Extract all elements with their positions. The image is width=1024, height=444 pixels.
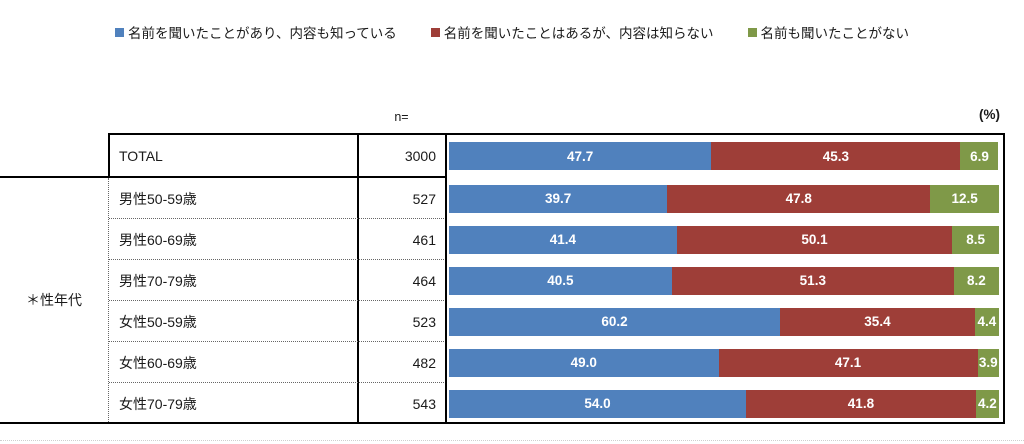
- group-column-divider: [108, 178, 109, 422]
- row-n-value: 482: [412, 354, 436, 371]
- table-row: 男性60-69歳 461 41.4 50.1 8.5: [0, 219, 1005, 260]
- row-n-value: 543: [412, 395, 436, 412]
- legend-swatch-know-icon: [114, 27, 124, 37]
- n-column-header: n=: [394, 110, 409, 124]
- row-label: TOTAL: [119, 148, 163, 164]
- row-divider: [109, 341, 446, 342]
- row-label: 男性50-59歳: [119, 190, 197, 207]
- total-row-left-border: [108, 133, 110, 178]
- bar-track: 60.2 35.4 4.4: [449, 307, 999, 336]
- row-n-value: 464: [412, 272, 436, 289]
- n-column-divider: [357, 133, 359, 422]
- legend-label-know: 名前を聞いたことがあり、内容も知っている: [127, 26, 397, 41]
- page-edge-divider: [0, 440, 1024, 441]
- legend-swatch-never-heard-icon: [747, 27, 757, 37]
- percent-unit-label: (%): [979, 107, 1000, 122]
- legend-item-heard-only: 名前を聞いたことはあるが、内容は知らない: [430, 22, 714, 42]
- row-label: 女性50-59歳: [119, 313, 197, 330]
- row-divider: [109, 382, 446, 383]
- row-divider: [109, 218, 446, 219]
- row-n-value: 523: [412, 313, 436, 330]
- bar-segment-know: 40.5: [449, 266, 672, 295]
- bar-segment-know: 54.0: [449, 389, 746, 418]
- table-row: 男性70-79歳 464 40.5 51.3 8.2: [0, 260, 1005, 301]
- bar-segment-heard-only: 47.1: [718, 348, 978, 377]
- table-bottom-border: [0, 422, 1005, 424]
- bar-segment-never-heard: 8.2: [953, 266, 999, 295]
- bar-segment-know: 47.7: [449, 142, 712, 170]
- row-label: 男性60-69歳: [119, 231, 197, 248]
- table-row: 男性50-59歳 527 39.7 47.8 12.5: [0, 178, 1005, 219]
- table-row: 女性50-59歳 523 60.2 35.4 4.4: [0, 301, 1005, 342]
- bar-segment-know: 41.4: [449, 225, 677, 254]
- table-row: 女性70-79歳 543 54.0 41.8 4.2: [0, 383, 1005, 424]
- row-label: 男性70-79歳: [119, 272, 197, 289]
- legend: 名前を聞いたことがあり、内容も知っている 名前を聞いたことはあるが、内容は知らな…: [0, 22, 1024, 42]
- bar-segment-know: 49.0: [449, 348, 719, 377]
- bar-segment-never-heard: 6.9: [960, 142, 999, 170]
- row-label: 女性70-79歳: [119, 395, 197, 412]
- bar-track: 41.4 50.1 8.5: [449, 225, 999, 254]
- legend-label-never-heard: 名前も聞いたことがない: [760, 26, 910, 41]
- bar-segment-heard-only: 45.3: [711, 142, 961, 170]
- bar-segment-heard-only: 50.1: [676, 225, 953, 254]
- bar-segment-heard-only: 41.8: [746, 389, 976, 418]
- group-label-cell: ＊性年代: [26, 292, 82, 308]
- bar-segment-never-heard: 3.9: [977, 348, 999, 377]
- bar-segment-heard-only: 51.3: [671, 266, 954, 295]
- bar-segment-know: 60.2: [449, 307, 781, 336]
- row-divider: [109, 259, 446, 260]
- row-divider: [109, 300, 446, 301]
- bar-segment-heard-only: 35.4: [780, 307, 975, 336]
- total-row-bottom-border: [0, 176, 446, 178]
- bar-track: 49.0 47.1 3.9: [449, 348, 999, 377]
- legend-swatch-heard-only-icon: [430, 27, 440, 37]
- legend-item-know: 名前を聞いたことがあり、内容も知っている: [114, 22, 397, 42]
- bar-track: 54.0 41.8 4.2: [449, 389, 999, 418]
- legend-label-heard-only: 名前を聞いたことはあるが、内容は知らない: [443, 26, 714, 41]
- row-n-value: 3000: [404, 148, 436, 164]
- bar-segment-never-heard: 4.2: [975, 389, 999, 418]
- bar-segment-know: 39.7: [449, 184, 668, 213]
- table-row: 女性60-69歳 482 49.0 47.1 3.9: [0, 342, 1005, 383]
- bar-segment-never-heard: 8.5: [952, 225, 999, 254]
- bar-segment-heard-only: 47.8: [667, 184, 931, 213]
- table-row: TOTAL 3000 47.7 45.3 6.9: [0, 134, 1005, 178]
- row-n-value: 461: [412, 231, 436, 248]
- row-n-value: 527: [412, 190, 436, 207]
- bar-segment-never-heard: 4.4: [974, 307, 999, 336]
- row-label: 女性60-69歳: [119, 354, 197, 371]
- bar-segment-never-heard: 12.5: [930, 184, 999, 213]
- bar-track: 40.5 51.3 8.2: [449, 266, 999, 295]
- bar-track: 47.7 45.3 6.9: [449, 142, 999, 170]
- legend-item-never-heard: 名前も聞いたことがない: [747, 22, 910, 42]
- bar-track: 39.7 47.8 12.5: [449, 184, 999, 213]
